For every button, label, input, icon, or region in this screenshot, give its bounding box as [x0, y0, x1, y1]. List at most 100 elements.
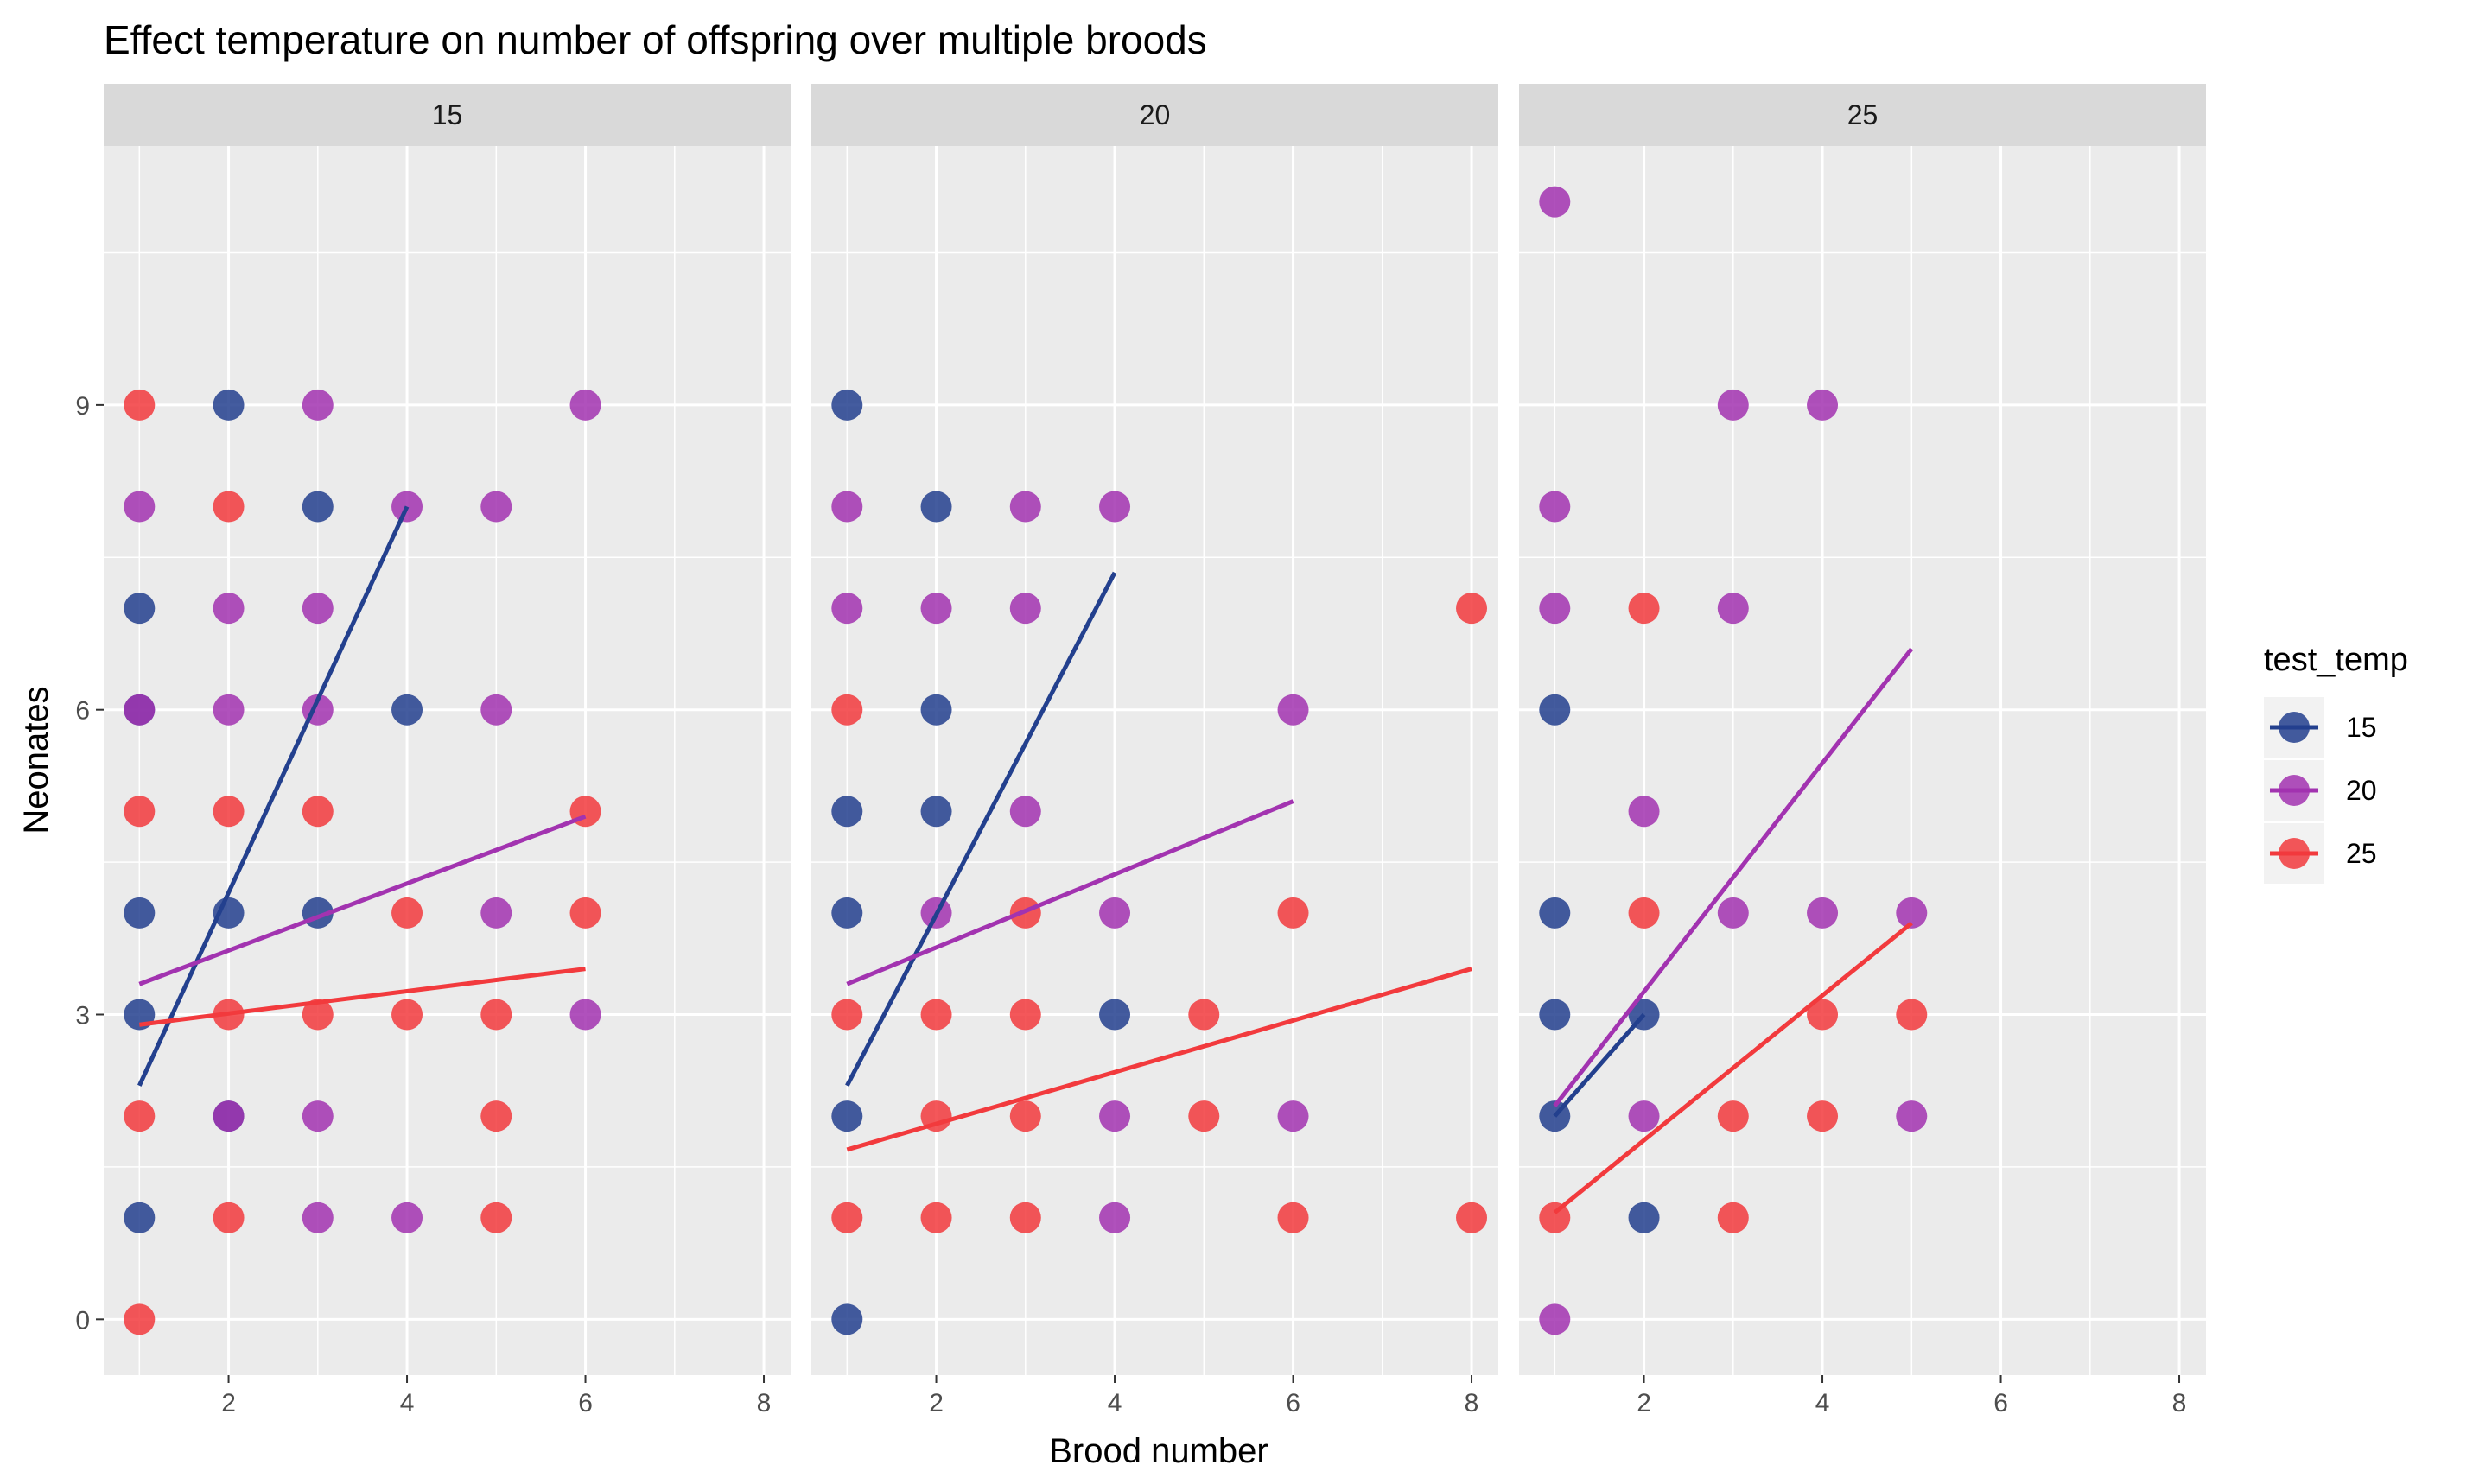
y-tick-label: 0: [75, 1306, 90, 1335]
data-point-temp-15: [124, 897, 156, 929]
data-point-temp-20: [1539, 593, 1571, 625]
data-point-temp-20: [1277, 1100, 1309, 1132]
data-point-temp-20: [1896, 1100, 1928, 1132]
data-point-temp-20: [1277, 694, 1309, 726]
facet-strip-label: 25: [1847, 99, 1879, 130]
data-point-temp-25: [1277, 897, 1309, 929]
trend-line-temp-20: [1553, 647, 1914, 1107]
data-point-temp-20: [1009, 593, 1041, 625]
data-point-temp-25: [831, 694, 863, 726]
x-tick-label: 2: [221, 1389, 236, 1417]
facet-strip: [104, 84, 791, 146]
data-point-temp-25: [920, 999, 952, 1031]
trend-line-temp-20: [138, 814, 587, 986]
y-tick-label: 9: [75, 392, 90, 421]
data-point-temp-25: [1807, 999, 1839, 1031]
data-point-temp-25: [124, 1100, 156, 1132]
x-tick-label: 8: [1465, 1389, 1479, 1417]
panel-background: [811, 146, 1498, 1375]
data-point-temp-20: [213, 1100, 245, 1132]
data-point-temp-25: [1277, 1202, 1309, 1233]
facet-panel: 25 2 4 6 8: [1519, 84, 2206, 1417]
data-point-temp-25: [1188, 1100, 1220, 1132]
panel-background: [104, 146, 791, 1375]
data-point-temp-20: [569, 999, 601, 1031]
data-point-temp-15: [920, 694, 952, 726]
trend-line-temp-20: [846, 799, 1294, 986]
x-tick-label: 8: [2172, 1389, 2187, 1417]
data-point-temp-25: [480, 1100, 512, 1132]
data-point-temp-20: [1009, 491, 1041, 523]
data-point-temp-25: [391, 999, 423, 1031]
data-point-temp-20: [1539, 186, 1571, 218]
data-point-temp-25: [1009, 999, 1041, 1031]
x-axis-title: Brood number: [1049, 1432, 1268, 1470]
data-point-temp-25: [480, 999, 512, 1031]
data-point-temp-15: [1539, 694, 1571, 726]
data-point-temp-15: [213, 389, 245, 421]
data-point-temp-15: [302, 491, 334, 523]
data-point-temp-20: [480, 491, 512, 523]
x-tick-label: 2: [929, 1389, 944, 1417]
data-point-temp-15: [920, 796, 952, 828]
data-point-temp-15: [124, 593, 156, 625]
data-point-temp-20: [302, 389, 334, 421]
trend-line-temp-25: [1553, 921, 1913, 1214]
data-point-temp-25: [1717, 1100, 1749, 1132]
x-tick-label: 4: [400, 1389, 415, 1417]
data-point-temp-25: [213, 1202, 245, 1233]
x-tick-label: 4: [1108, 1389, 1122, 1417]
data-point-temp-20: [920, 593, 952, 625]
data-point-temp-25: [124, 1303, 156, 1335]
data-point-temp-20: [213, 694, 245, 726]
data-point-temp-20: [302, 1100, 334, 1132]
data-point-temp-20: [391, 1202, 423, 1233]
facet-panels: 15 2 4 6 8 0 3 6 9 20 2 4 6 8 25 2 4 6 8: [75, 84, 2206, 1417]
data-point-temp-25: [920, 1202, 952, 1233]
data-point-temp-20: [831, 491, 863, 523]
data-point-temp-20: [480, 897, 512, 929]
data-point-temp-15: [1628, 1202, 1660, 1233]
data-point-temp-25: [1188, 999, 1220, 1031]
data-point-temp-20: [569, 389, 601, 421]
data-point-temp-15: [920, 491, 952, 523]
trend-line-temp-15: [845, 571, 1117, 1087]
y-axis-title: Neonates: [17, 686, 55, 834]
data-point-temp-25: [1009, 1100, 1041, 1132]
data-point-temp-20: [302, 1202, 334, 1233]
y-tick-label: 3: [75, 1002, 90, 1031]
y-tick-label: 6: [75, 697, 90, 726]
data-point-temp-20: [1717, 593, 1749, 625]
data-point-temp-15: [831, 389, 863, 421]
facet-panel: 20 2 4 6 8: [811, 84, 1498, 1417]
trend-line-temp-15: [1553, 1012, 1646, 1118]
facet-strip: [1519, 84, 2206, 146]
x-tick-label: 8: [757, 1389, 772, 1417]
x-tick-label: 4: [1815, 1389, 1830, 1417]
data-point-temp-25: [1009, 1202, 1041, 1233]
data-point-temp-25: [124, 796, 156, 828]
data-point-temp-25: [391, 897, 423, 929]
legend-label: 15: [2346, 712, 2377, 743]
data-point-temp-15: [831, 1303, 863, 1335]
data-point-temp-20: [1807, 897, 1839, 929]
data-point-temp-20: [1717, 897, 1749, 929]
data-point-temp-15: [391, 694, 423, 726]
data-point-temp-15: [124, 1202, 156, 1233]
data-point-temp-25: [480, 1202, 512, 1233]
data-point-temp-15: [1539, 999, 1571, 1031]
trend-line-temp-25: [846, 967, 1472, 1152]
data-point-temp-20: [124, 491, 156, 523]
data-point-temp-15: [831, 897, 863, 929]
data-point-temp-25: [1539, 1202, 1571, 1233]
legend: test_temp 15 20 25: [2264, 642, 2408, 884]
data-point-temp-25: [213, 796, 245, 828]
data-point-temp-20: [302, 593, 334, 625]
facet-strip-label: 20: [1140, 99, 1171, 130]
data-point-temp-20: [1717, 389, 1749, 421]
data-point-temp-25: [1628, 593, 1660, 625]
data-point-temp-20: [1539, 491, 1571, 523]
data-point-temp-15: [831, 796, 863, 828]
data-point-temp-25: [831, 999, 863, 1031]
